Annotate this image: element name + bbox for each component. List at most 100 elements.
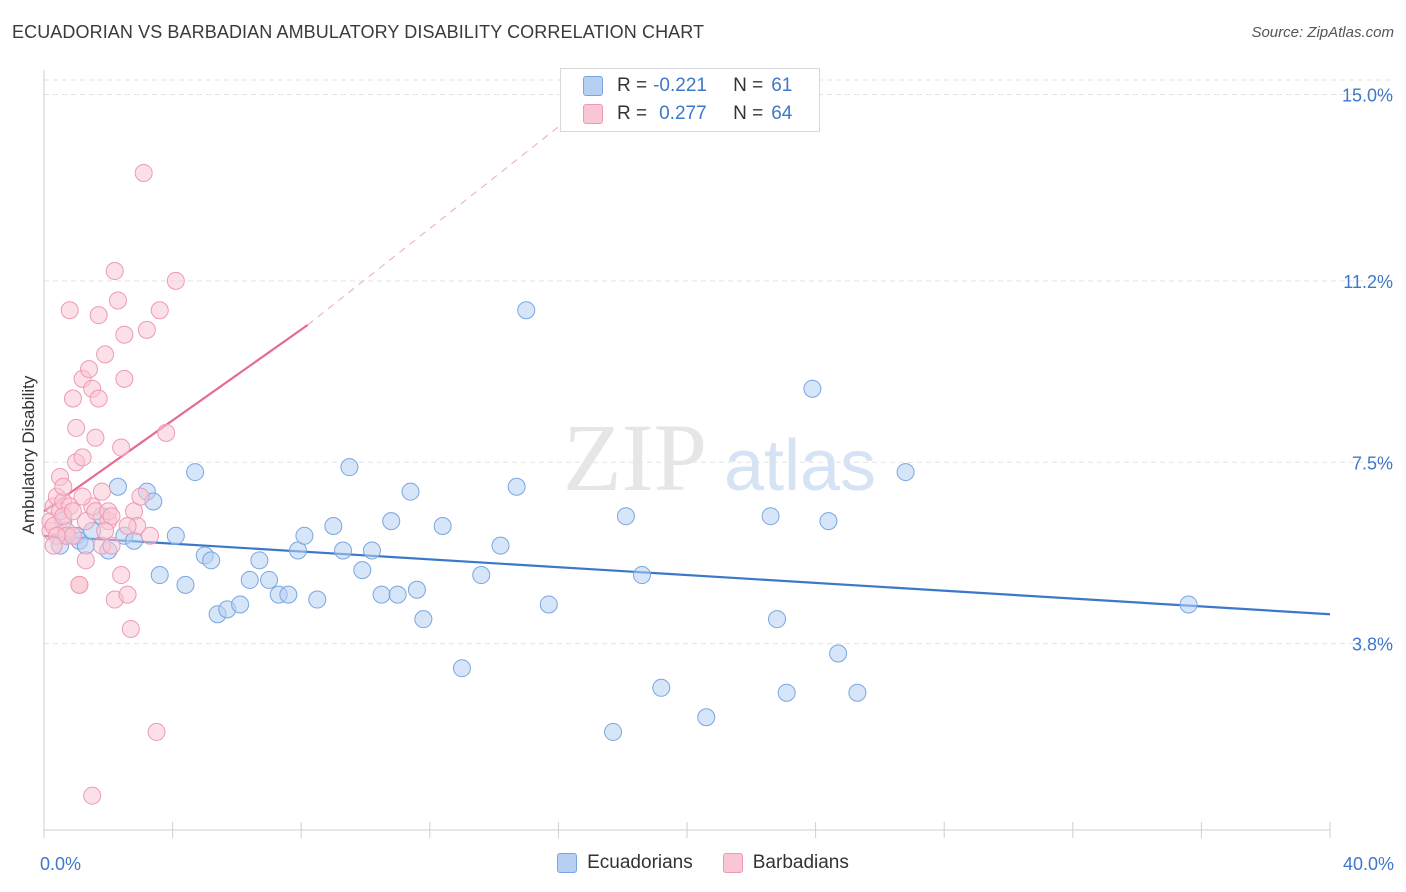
point-ecuadorian [761,507,780,526]
point-ecuadorian [616,507,635,526]
point-ecuadorian [240,570,259,589]
legend-r-label: R = [617,103,648,124]
chart-title: ECUADORIAN VS BARBADIAN AMBULATORY DISAB… [12,22,705,42]
legend-n-label: N = [733,75,764,96]
legend-swatch-barbadians [583,104,603,124]
point-ecuadorian [401,482,420,501]
point-ecuadorian [472,566,491,585]
point-barbadian [141,526,160,545]
point-barbadian [121,619,140,638]
point-barbadian [157,423,176,442]
y-tick-label: 15.0% [1342,86,1393,106]
legend-r-label: R = [617,75,648,96]
legend-swatch-ecuadorians [557,853,578,873]
point-ecuadorian [231,595,250,614]
legend-label-ecuadorians: Ecuadorians [587,852,693,873]
trend-extension-barbadians [307,113,575,326]
point-barbadian [150,301,169,320]
point-barbadian [96,345,115,364]
point-barbadian [86,428,105,447]
point-barbadian [96,521,115,540]
point-ecuadorian [407,580,426,599]
point-barbadian [112,566,131,585]
legend-n-value: 64 [771,103,793,124]
point-ecuadorian [819,512,838,531]
point-barbadian [108,291,127,310]
point-barbadian [115,369,134,388]
point-barbadian [67,418,86,437]
y-tick-label: 3.8% [1352,635,1393,655]
point-ecuadorian [433,517,452,535]
point-ecuadorian [604,722,623,741]
point-barbadian [115,325,134,344]
y-tick-label: 7.5% [1352,453,1393,473]
trend-lines [43,113,1331,616]
point-barbadian [63,526,82,545]
point-ecuadorian [539,595,558,614]
point-barbadian [54,477,73,496]
point-barbadian [112,438,131,457]
legend-r-value: -0.221 [653,75,707,96]
legend-row-barbadians: R = 0.277 N = 64 [583,102,811,126]
y-axis-label: Ambulatory Disability [19,375,38,534]
grid-lines [44,79,1395,645]
point-ecuadorian [829,644,848,663]
point-ecuadorian [452,659,471,678]
point-barbadian [92,482,111,501]
point-ecuadorian [150,566,169,585]
point-barbadian [89,306,108,325]
point-ecuadorian [166,526,185,545]
point-ecuadorian [388,585,407,604]
point-ecuadorian [632,566,651,585]
point-barbadian [63,502,82,521]
point-ecuadorian [324,517,343,535]
point-ecuadorian [353,561,372,580]
point-ecuadorian [308,590,327,609]
watermark-zip: ZIP [563,404,707,511]
legend-item-ecuadorians[interactable]: Ecuadorians [557,852,693,874]
point-ecuadorian [803,379,822,398]
x-tick-label: 0.0% [40,854,81,874]
point-ecuadorian [768,610,787,629]
point-ecuadorian [279,585,298,604]
point-barbadian [73,487,92,506]
point-barbadian [80,360,99,379]
source-label: Source: ZipAtlas.com [1251,24,1394,41]
legend-row-ecuadorians: R = -0.221 N = 61 [583,74,811,98]
point-barbadian [147,722,166,741]
point-ecuadorian [372,585,391,604]
point-barbadian [63,389,82,408]
point-ecuadorian [250,551,269,570]
point-ecuadorian [414,610,433,629]
point-barbadian [44,536,63,555]
point-ecuadorian [176,575,195,594]
point-ecuadorian [186,463,205,482]
trend-line-ecuadorians [43,534,1331,616]
axes [43,70,1331,838]
legend-n-label: N = [733,103,764,124]
point-ecuadorian [777,683,796,702]
legend-r-value: 0.277 [659,103,707,124]
point-ecuadorian [652,678,671,697]
point-barbadian [60,301,79,320]
point-ecuadorian [340,458,359,477]
point-barbadian [105,262,124,281]
legend-label-barbadians: Barbadians [752,852,849,873]
point-ecuadorian [202,551,221,570]
watermark: ZIP atlas [563,404,876,511]
point-ecuadorian [260,570,279,589]
legend-swatch-barbadians [722,853,743,873]
point-barbadian [83,786,102,805]
point-barbadian [134,163,153,182]
point-ecuadorian [697,708,716,727]
point-barbadian [73,448,92,467]
point-ecuadorian [517,301,536,320]
legend-item-barbadians[interactable]: Barbadians [722,852,849,874]
point-barbadian [137,320,156,339]
point-ecuadorian [848,683,867,702]
point-ecuadorian [1179,595,1198,614]
point-ecuadorian [896,463,915,482]
x-tick-label: 40.0% [1343,854,1394,874]
point-barbadian [89,389,108,408]
